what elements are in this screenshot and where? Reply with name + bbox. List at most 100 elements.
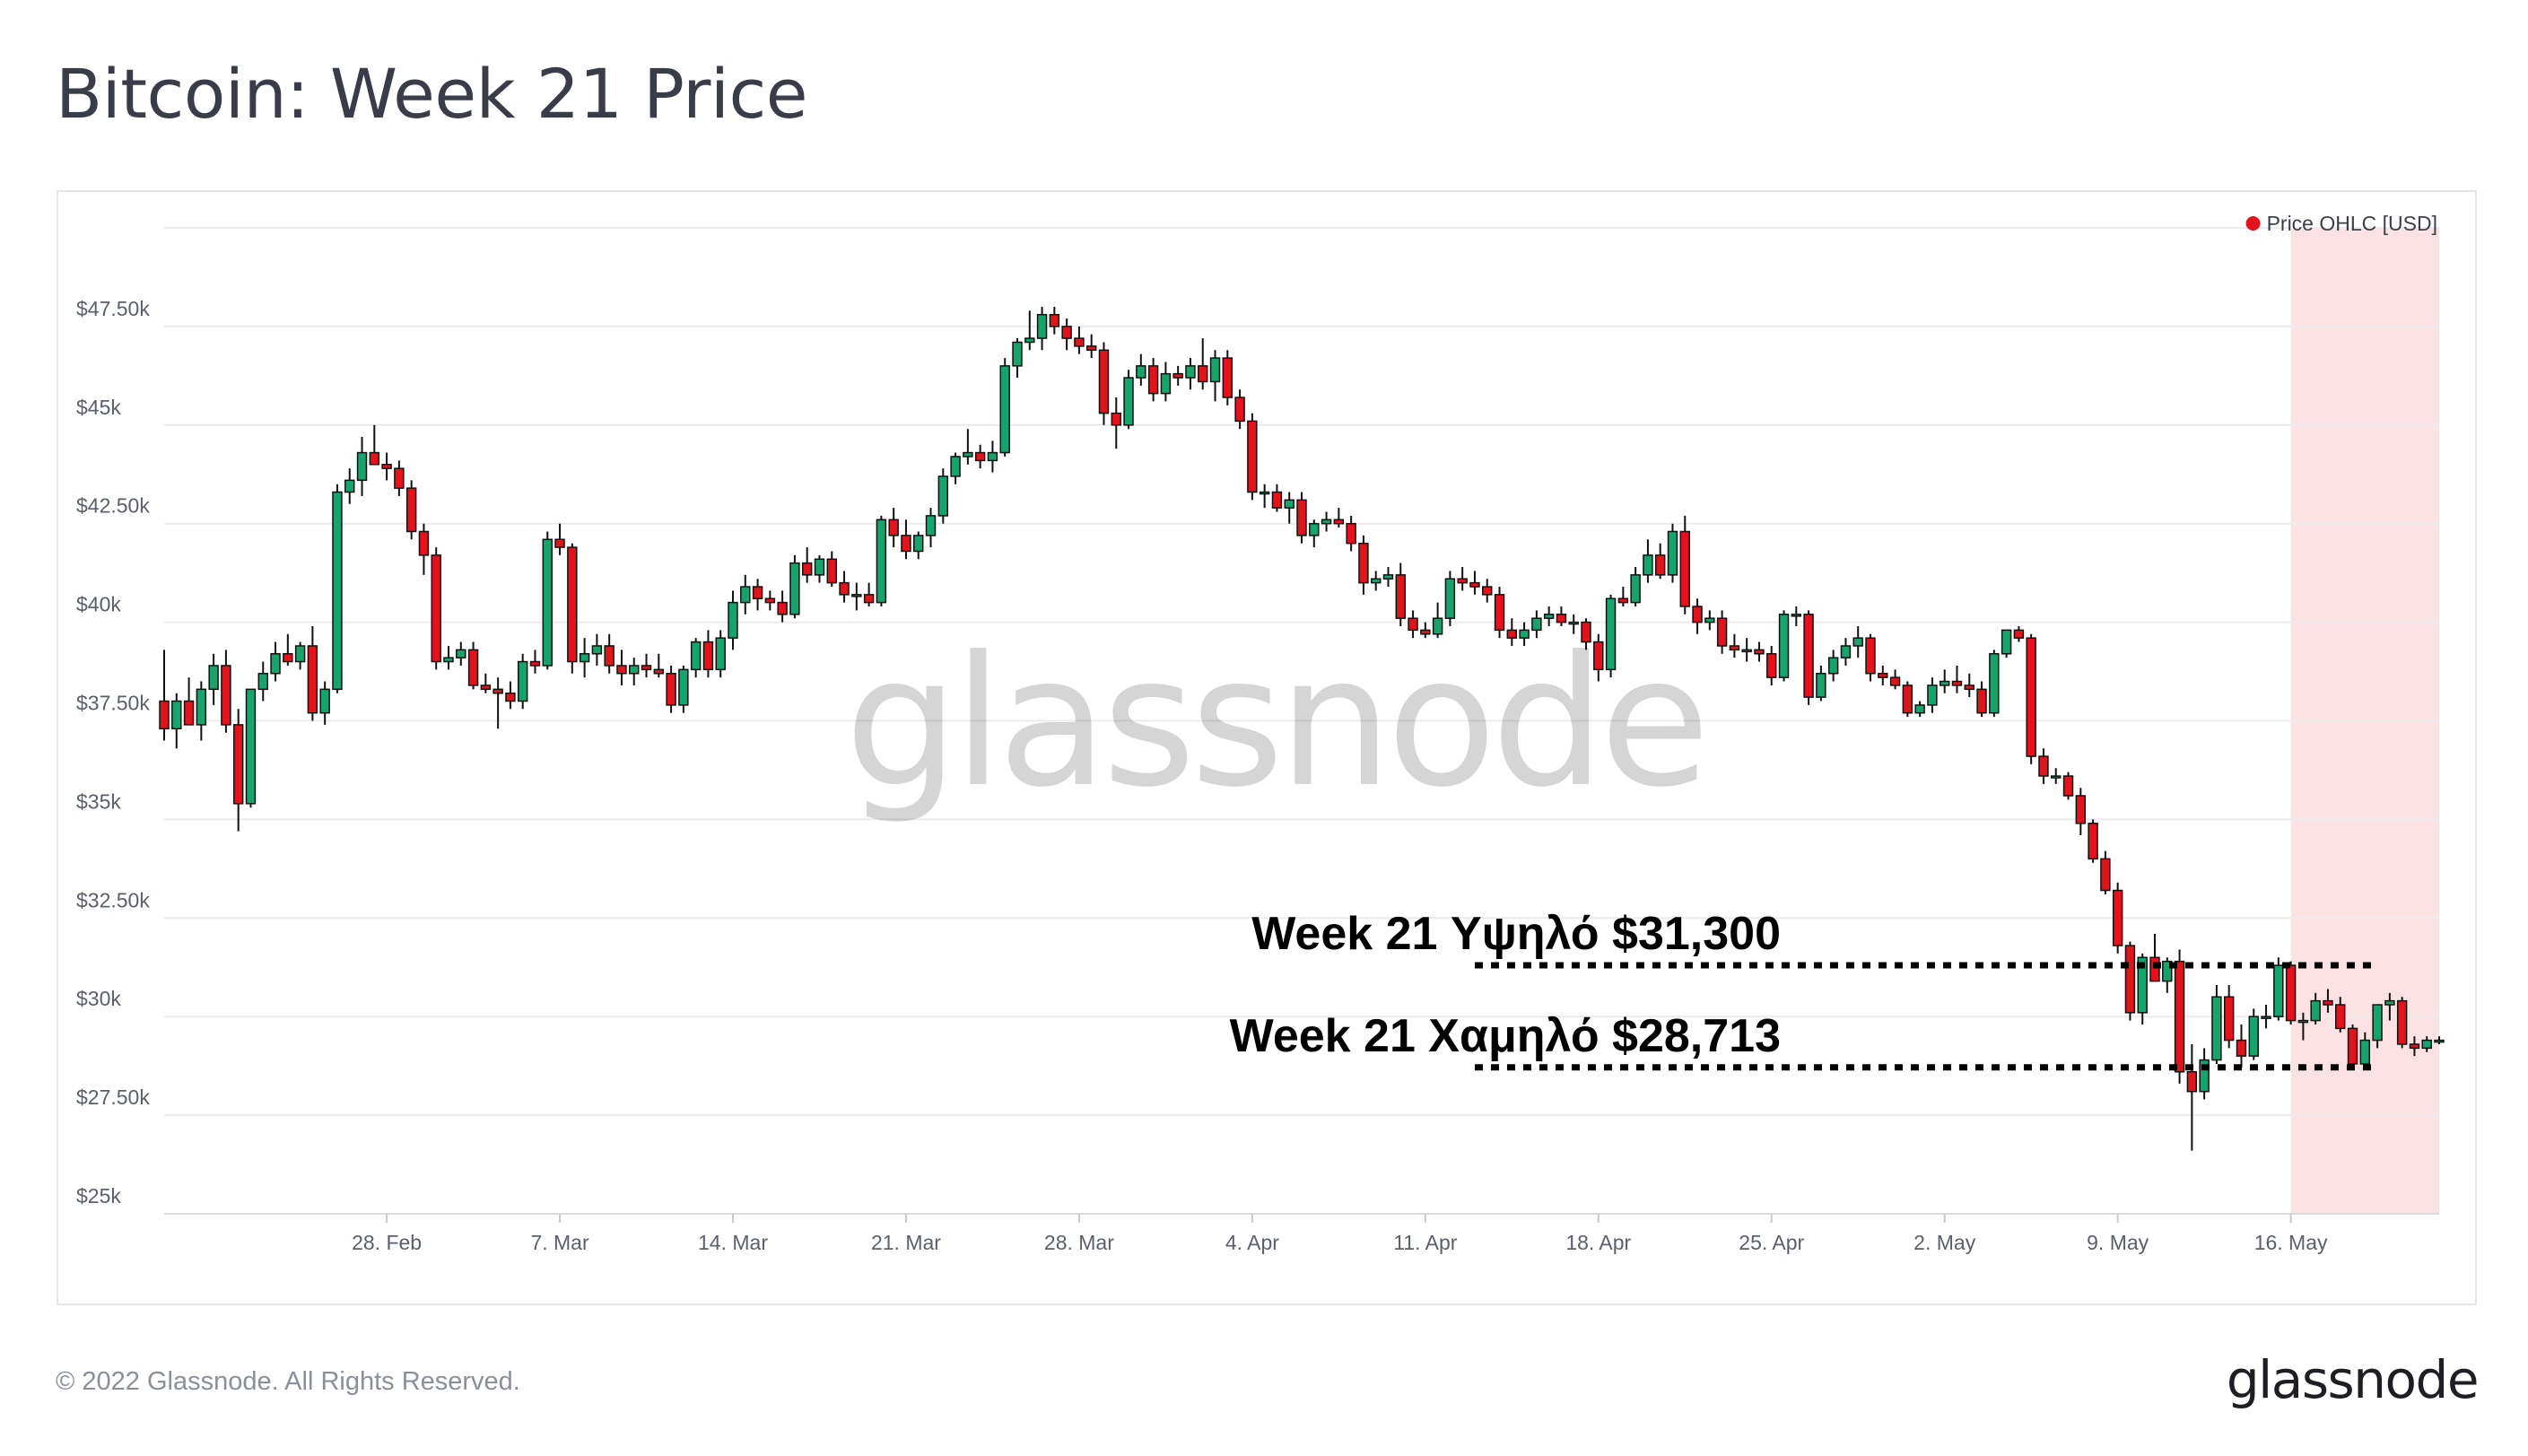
candle-up: [1927, 677, 1938, 713]
candle-body: [319, 688, 330, 714]
y-tick-label: $40k: [76, 593, 121, 616]
page-title: Bitcoin: Week 21 Price: [56, 54, 808, 134]
candle-down: [2347, 1024, 2358, 1068]
candle-up: [1989, 650, 2000, 718]
candle-down: [431, 547, 441, 670]
candle-body: [1716, 617, 1728, 647]
candle-body: [678, 668, 689, 706]
candle-down: [2236, 1024, 2247, 1068]
candle-down: [2409, 1036, 2420, 1057]
x-tick-label: 28. Feb: [352, 1231, 422, 1254]
candle-body: [2223, 996, 2235, 1042]
candle-up: [987, 440, 998, 473]
candle-up: [1630, 567, 1641, 607]
candle-up: [814, 554, 825, 583]
candle-down: [653, 653, 665, 678]
candle-up: [542, 531, 553, 670]
candle-body: [1840, 645, 1852, 658]
candle-body: [2038, 755, 2049, 777]
candle-body: [1358, 542, 1369, 584]
candle-down: [863, 582, 875, 607]
candle-up: [913, 531, 924, 560]
candle-body: [1494, 594, 1505, 632]
candle-body: [1865, 637, 1876, 675]
watermark-text: glassnode: [845, 618, 1705, 827]
candle-down: [493, 677, 503, 729]
candle-down: [1581, 618, 1591, 650]
candle-body: [999, 365, 1010, 454]
glassnode-logo: glassnode: [2226, 1349, 2480, 1410]
candle-down: [1865, 633, 1876, 682]
candle-down: [2100, 850, 2111, 894]
candle-body: [356, 451, 368, 482]
candle-up: [1704, 610, 1715, 631]
candle-down: [1729, 633, 1740, 658]
candle-body: [1098, 349, 1110, 414]
candle-down: [2075, 788, 2087, 835]
legend-label: Price OHLC [USD]: [2267, 212, 2437, 235]
candle-body: [2124, 945, 2136, 1014]
candle-up: [332, 484, 343, 693]
candle-body: [294, 645, 306, 663]
candle-up: [208, 653, 219, 705]
candle-up: [1852, 625, 1863, 658]
candle-body: [1160, 372, 1172, 395]
candle-body: [1902, 684, 1913, 714]
y-tick-label: $42.50k: [76, 494, 150, 518]
candle-down: [826, 551, 837, 588]
candle-body: [937, 475, 949, 517]
candle-up: [1382, 567, 1394, 588]
candle-body: [690, 641, 702, 671]
week-low-label: Week 21 Χαμηλό $28,713: [1230, 1010, 1781, 1062]
candle-down: [2285, 961, 2297, 1024]
candle-body: [369, 451, 380, 466]
candle-up: [1209, 350, 1221, 402]
candle-body: [1827, 657, 1839, 675]
y-tick-label: $32.50k: [76, 888, 150, 911]
candle-body: [2396, 999, 2408, 1045]
candle-body: [740, 586, 751, 604]
candle-up: [963, 429, 973, 465]
candle-body: [1185, 365, 1196, 379]
candle-down: [666, 665, 676, 713]
candle-body: [1395, 574, 1406, 619]
candle-down: [405, 480, 417, 540]
candle-up: [2434, 1036, 2445, 1044]
candle-up: [1321, 511, 1332, 532]
candle-body: [1927, 684, 1938, 706]
candle-body: [1617, 597, 1629, 604]
candle-body: [307, 645, 318, 714]
candle-down: [1878, 665, 1888, 685]
candle-up: [1432, 602, 1443, 639]
candle-body: [480, 684, 492, 691]
candle-body: [2261, 1016, 2271, 1019]
candle-up: [294, 641, 306, 670]
x-tick-label: 4. Apr: [1225, 1231, 1279, 1254]
candle-body: [653, 668, 665, 675]
candle-down: [1247, 413, 1258, 501]
candle-down: [1333, 508, 1345, 528]
candle-up: [1136, 353, 1146, 386]
candle-down: [1754, 641, 1765, 662]
candle-up: [1012, 338, 1023, 379]
candle-body: [2335, 1004, 2346, 1030]
candle-down: [1198, 338, 1208, 390]
candle-body: [257, 672, 268, 691]
candle-down: [1457, 567, 1468, 591]
candle-body: [1878, 672, 1888, 678]
candle-down: [381, 452, 392, 481]
candle-body: [1209, 357, 1221, 383]
x-tick-label: 21. Mar: [871, 1231, 941, 1254]
candle-body: [1556, 614, 1567, 623]
y-tick-label: $45k: [76, 396, 121, 419]
candle-body: [2285, 964, 2297, 1022]
candle-body: [1741, 649, 1752, 653]
copyright-text: © 2022 Glassnode. All Rights Reserved.: [56, 1367, 520, 1396]
candle-body: [1989, 653, 2000, 714]
candle-up: [1778, 610, 1790, 682]
candle-body: [1111, 412, 1121, 426]
candle-down: [529, 650, 541, 674]
candle-body: [1519, 629, 1530, 639]
candle-body: [1482, 586, 1493, 596]
candle-body: [579, 653, 590, 663]
